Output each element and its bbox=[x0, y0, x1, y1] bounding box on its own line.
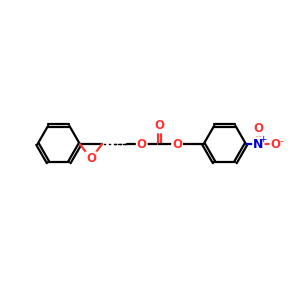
Text: O: O bbox=[154, 119, 164, 132]
Text: O: O bbox=[137, 138, 147, 151]
Text: O: O bbox=[254, 122, 263, 135]
Text: N: N bbox=[253, 138, 263, 151]
Text: O: O bbox=[172, 138, 182, 151]
Text: O: O bbox=[86, 152, 96, 165]
Text: -: - bbox=[279, 136, 283, 146]
Text: O: O bbox=[270, 138, 280, 151]
Text: +: + bbox=[259, 135, 266, 144]
